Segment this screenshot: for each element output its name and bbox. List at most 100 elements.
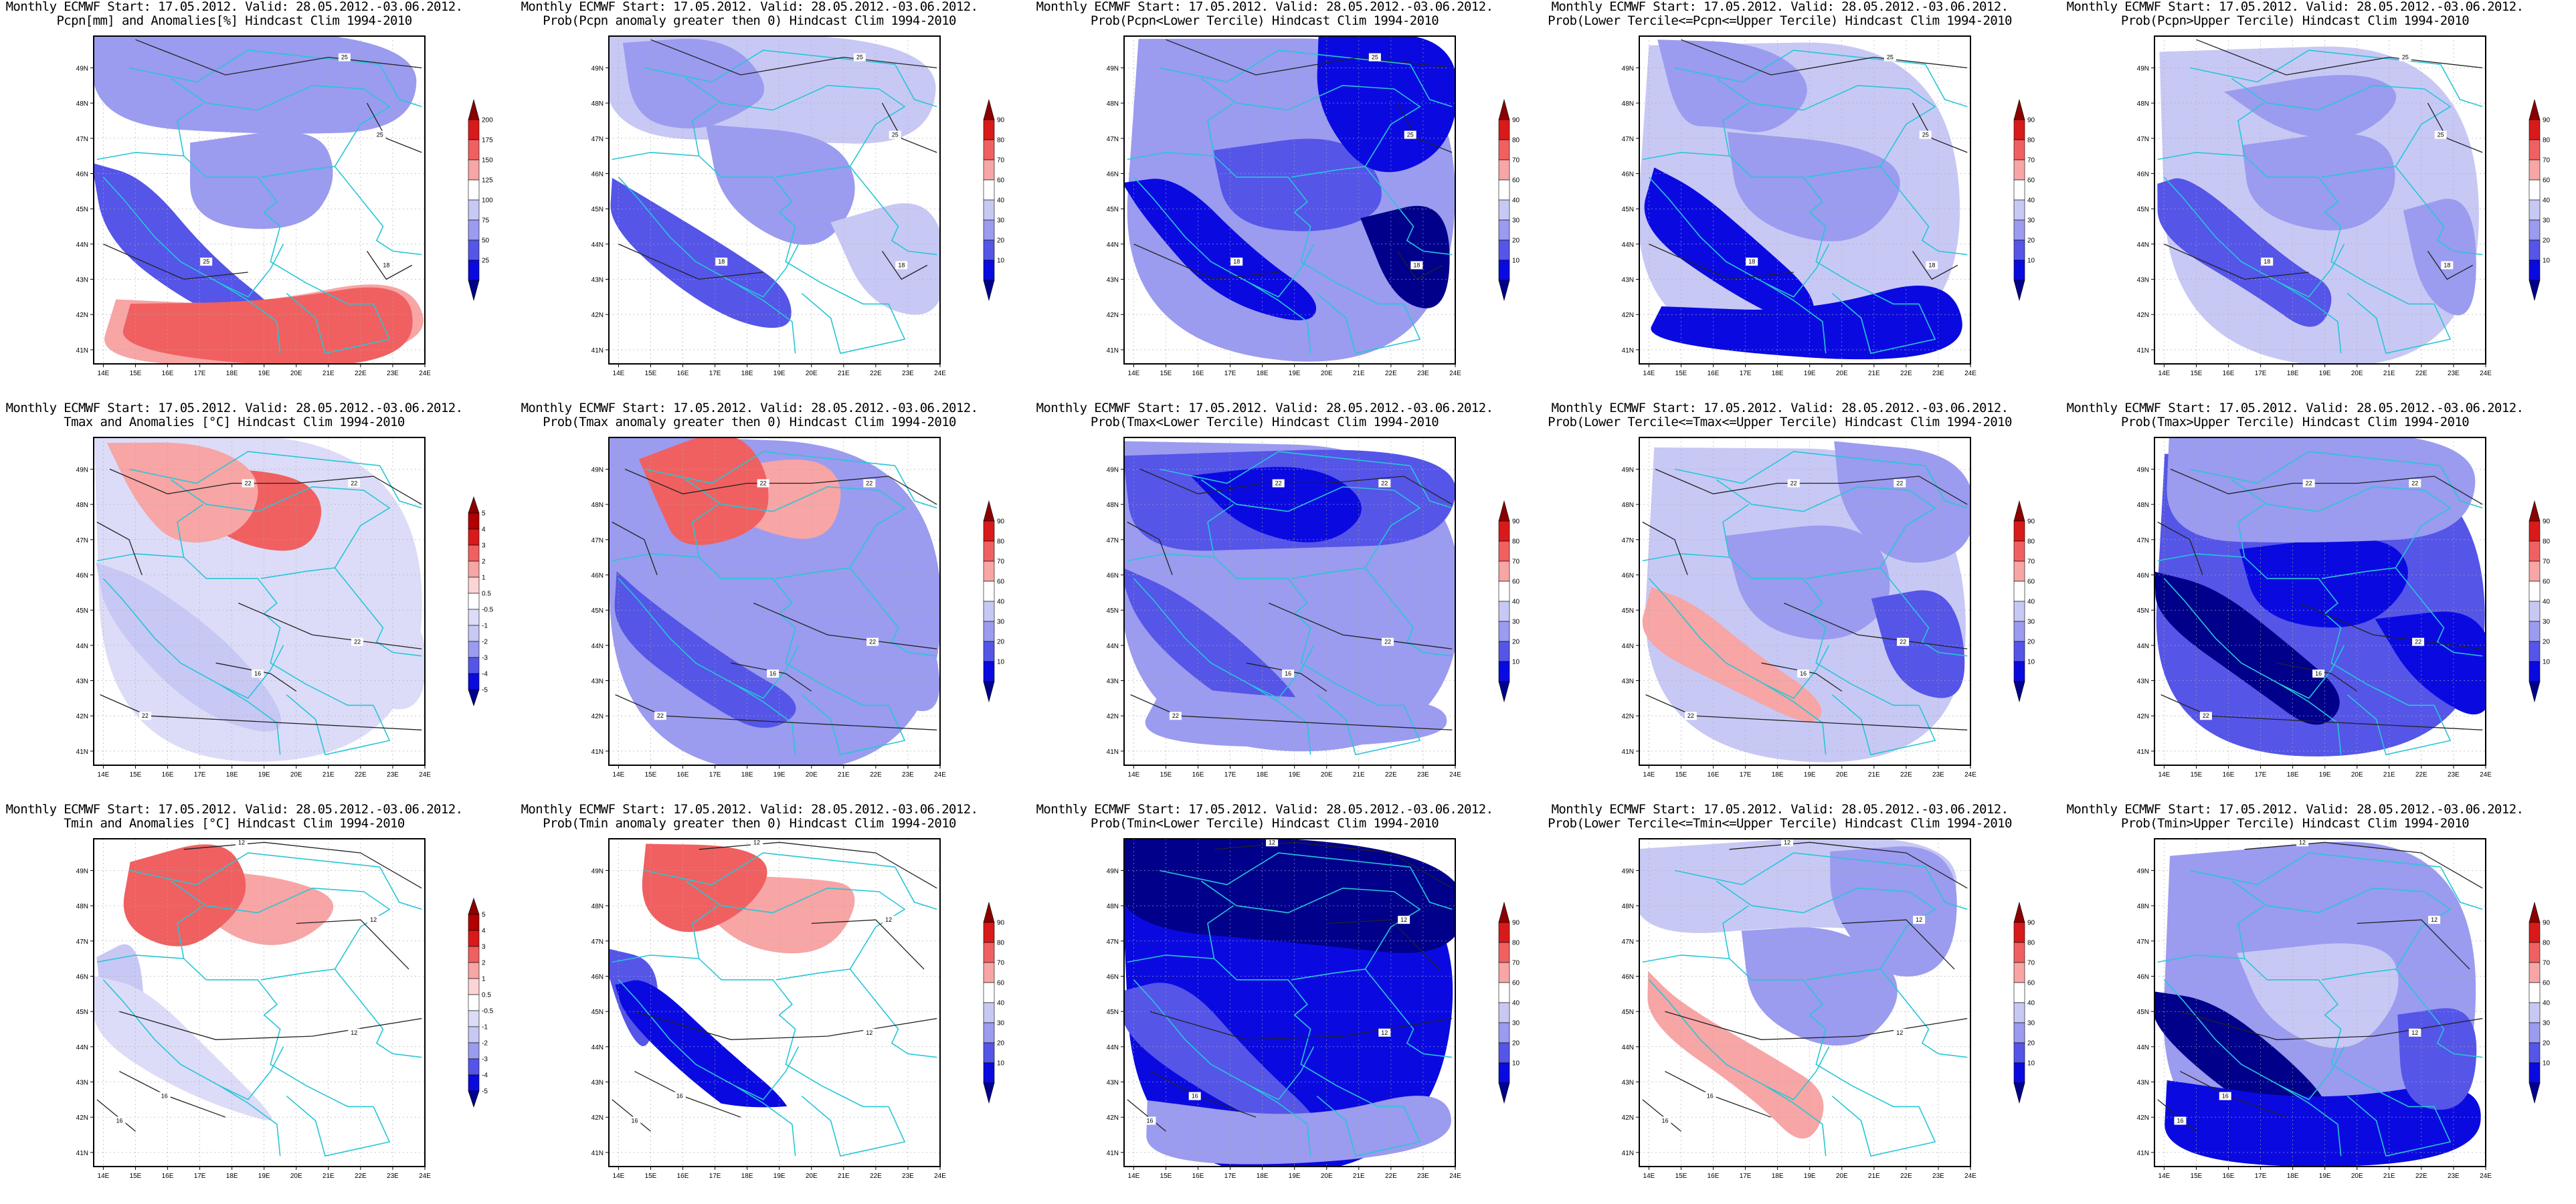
lon-tick-label: 18E xyxy=(1772,1173,1784,1180)
shaded-region xyxy=(2167,437,2476,543)
contour-line xyxy=(612,521,658,575)
colorbar-tick-label: 30 xyxy=(2027,217,2035,225)
lon-tick-label: 17E xyxy=(1740,370,1752,377)
lat-tick-label: 43N xyxy=(591,277,604,284)
colorbar-segment xyxy=(2013,561,2025,582)
contour-line xyxy=(811,919,925,970)
colorbar-segment xyxy=(2013,922,2025,943)
lon-tick-label: 18E xyxy=(741,370,753,377)
colorbar-tick-label: 4 xyxy=(482,928,486,935)
contour-label: 12 xyxy=(370,916,377,923)
colorbar-segment xyxy=(983,139,995,161)
colorbar-tick-label: 40 xyxy=(2027,197,2035,205)
border-line xyxy=(1674,451,1926,484)
colorbar-tick-label: 20 xyxy=(2543,639,2551,646)
colorbar-tick-label: 5 xyxy=(482,510,486,518)
border-line xyxy=(2366,282,2435,305)
colorbar-segment xyxy=(2528,500,2541,522)
colorbar-tick-label: 50 xyxy=(482,237,490,245)
contour-line xyxy=(1841,919,1955,970)
colorbar-segment xyxy=(2013,1082,2025,1104)
lon-tick-label: 19E xyxy=(258,1173,270,1180)
colorbar-segment xyxy=(983,159,995,181)
contour-label: 22 xyxy=(1381,480,1388,486)
lon-tick-label: 24E xyxy=(1449,1173,1461,1180)
lat-tick-label: 45N xyxy=(591,1009,604,1016)
shaded-region xyxy=(1190,467,1362,542)
colorbar-tick-label: 10 xyxy=(997,659,1005,666)
border-line xyxy=(692,504,719,558)
contour-label: 18 xyxy=(383,262,389,268)
lon-tick-label: 14E xyxy=(613,771,625,779)
colorbar-tick-label: 10 xyxy=(2027,258,2035,265)
lon-tick-label: 15E xyxy=(130,370,142,377)
colorbar-tick-label: -4 xyxy=(482,671,488,678)
lat-tick-label: 49N xyxy=(1107,466,1119,474)
border-line xyxy=(2157,152,2367,284)
colorbar-segment xyxy=(983,219,995,241)
lat-tick-label: 41N xyxy=(1107,1150,1119,1157)
colorbar-segment xyxy=(1498,119,1510,140)
panel-title: Monthly ECMWF Start: 17.05.2012. Valid: … xyxy=(1546,803,2014,831)
lon-tick-label: 21E xyxy=(838,1173,850,1180)
colorbar-segment xyxy=(2528,661,2541,682)
shaded-region xyxy=(1651,285,1962,360)
panel-title: Monthly ECMWF Start: 17.05.2012. Valid: … xyxy=(2061,401,2529,429)
contour-line xyxy=(881,102,937,153)
map-plot: 22 22 22 16 22 14E 15E 16E 17E 18E 19E 20E 21E 22E 23E… xyxy=(2137,437,2492,779)
lat-tick-label: 48N xyxy=(2137,100,2149,108)
panel-title-line2: Prob(Tmax>Upper Tercile) Hindcast Clim 1… xyxy=(2120,415,2470,429)
colorbar-tick-label: 70 xyxy=(2543,960,2551,967)
colorbar-tick-label: 90 xyxy=(997,920,1005,927)
border-line xyxy=(1924,866,1968,910)
colorbar-tick-label: 40 xyxy=(997,599,1005,606)
lon-tick-label: 24E xyxy=(934,771,946,779)
border-line xyxy=(1879,166,1968,256)
contour-label: 12 xyxy=(753,839,760,845)
shaded-region xyxy=(1317,36,1455,173)
lon-tick-label: 19E xyxy=(2319,370,2331,377)
contour-line xyxy=(2427,102,2483,153)
panel-title-line1: Monthly ECMWF Start: 17.05.2012. Valid: … xyxy=(521,802,978,817)
border-line xyxy=(1316,292,1421,355)
lon-tick-label: 24E xyxy=(1964,370,1976,377)
colorbar: 90 80 70 60 40 30 20 10 xyxy=(1498,901,1520,1104)
colorbar-segment xyxy=(1498,1082,1510,1104)
colorbar: 90 80 70 60 40 30 20 10 xyxy=(2528,500,2551,703)
colorbar-segment xyxy=(468,260,480,281)
colorbar-segment xyxy=(468,962,480,979)
lat-tick-label: 46N xyxy=(1622,973,1634,981)
contour-label: 16 xyxy=(1800,670,1807,677)
border-line xyxy=(685,880,906,981)
colorbar: 90 80 70 60 40 30 20 10 xyxy=(983,500,1005,703)
panel-title-line2: Prob(Lower Tercile<=Tmin<=Upper Tercile)… xyxy=(1548,816,2012,831)
colorbar-tick-label: 70 xyxy=(2027,157,2035,165)
colorbar-segment xyxy=(2528,942,2541,963)
colorbar-tick-label: -2 xyxy=(482,639,488,646)
lat-tick-label: 46N xyxy=(76,973,88,981)
contour-label: 25 xyxy=(1922,132,1929,138)
lon-tick-label: 24E xyxy=(1449,370,1461,377)
border-line xyxy=(1764,645,1830,699)
lon-tick-label: 21E xyxy=(1353,771,1365,779)
lat-tick-label: 48N xyxy=(2137,502,2149,509)
lon-tick-label: 16E xyxy=(1708,1173,1720,1180)
lon-tick-label: 15E xyxy=(645,370,657,377)
colorbar-segment xyxy=(2528,199,2541,221)
colorbar-tick-label: 60 xyxy=(1512,980,1520,987)
contour-label: 12 xyxy=(1400,916,1407,923)
contour-label: 22 xyxy=(2415,639,2421,645)
lat-tick-label: 44N xyxy=(2137,241,2149,249)
lon-tick-label: 15E xyxy=(1160,370,1172,377)
contour-line xyxy=(2164,243,2309,280)
shaded-region xyxy=(1830,846,1957,977)
lon-tick-label: 14E xyxy=(2158,771,2171,779)
lat-tick-label: 49N xyxy=(1622,65,1634,72)
colorbar-segment xyxy=(468,978,480,995)
lat-tick-label: 47N xyxy=(76,537,88,544)
lon-tick-label: 23E xyxy=(1932,370,1944,377)
border-line xyxy=(734,1046,800,1100)
contour-line xyxy=(2244,841,2483,889)
contour-label: 12 xyxy=(238,839,245,845)
lat-tick-label: 42N xyxy=(591,312,604,319)
